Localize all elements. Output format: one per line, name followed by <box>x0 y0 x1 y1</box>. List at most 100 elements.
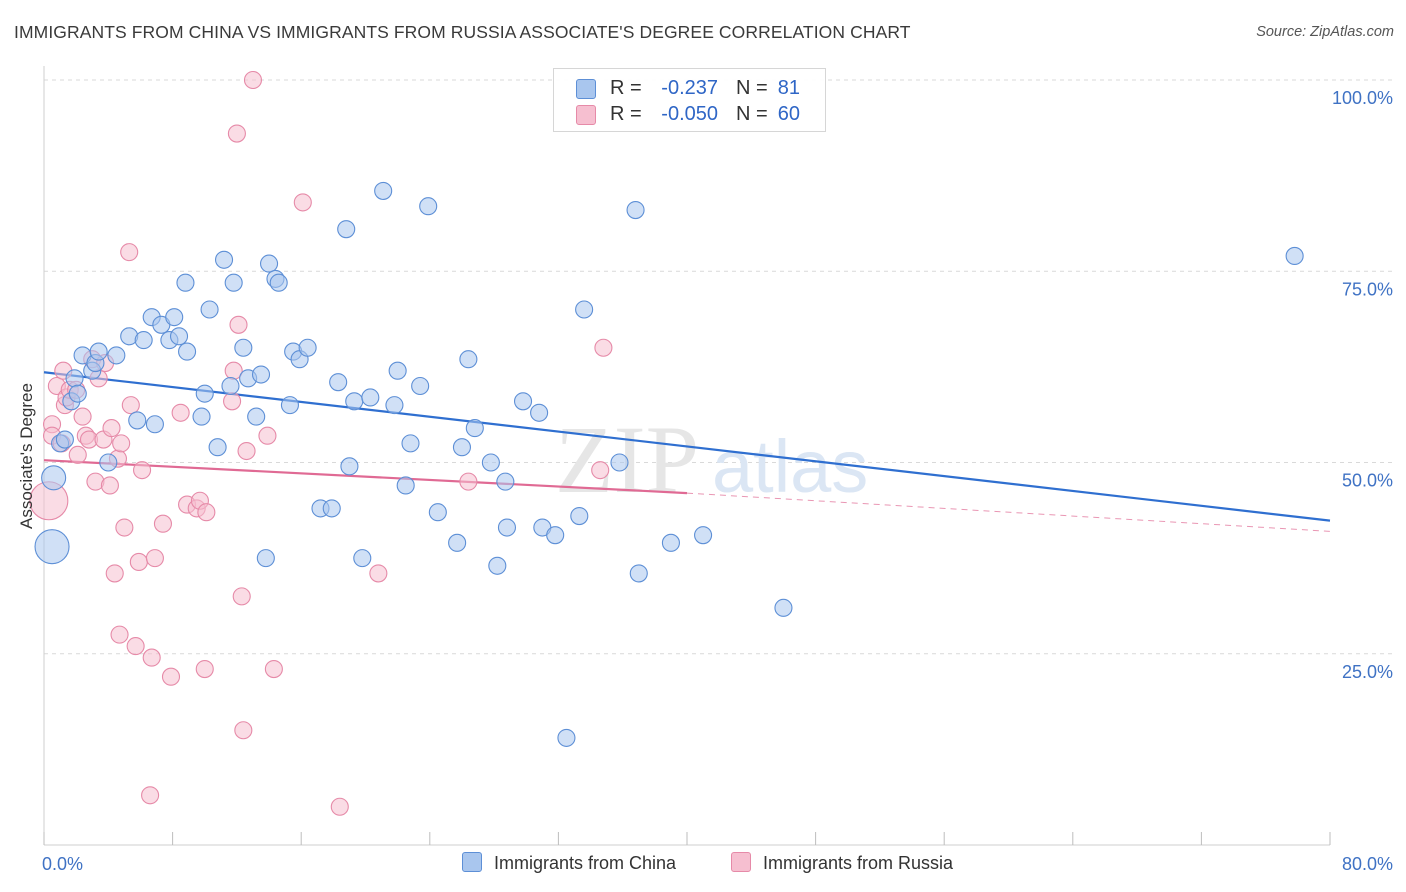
china-point <box>361 388 380 407</box>
china-point <box>694 526 713 545</box>
russia-point <box>293 193 312 212</box>
russia-point <box>459 472 478 491</box>
legend-r-label: R = <box>610 77 642 99</box>
china-point <box>192 407 211 426</box>
china-point <box>259 254 279 273</box>
russia-point <box>161 667 181 686</box>
russia-point <box>594 338 613 357</box>
china-point <box>459 350 478 369</box>
china-point <box>256 549 275 568</box>
china-swatch <box>576 79 596 99</box>
china-point <box>385 396 404 415</box>
russia-point <box>145 549 164 568</box>
legend-r-value: -0.237 <box>661 77 718 99</box>
russia-point <box>102 419 121 438</box>
china-point <box>165 308 184 327</box>
russia-point <box>264 659 283 679</box>
china-point <box>626 201 645 220</box>
china-point <box>1285 246 1304 265</box>
china-point <box>496 472 515 491</box>
china-point <box>280 396 299 415</box>
china-point <box>65 369 84 388</box>
china-point <box>145 415 164 434</box>
china-point <box>353 549 372 568</box>
russia-point <box>110 625 129 644</box>
china-point <box>99 453 118 472</box>
china-point <box>488 556 507 575</box>
russia-legend-swatch <box>731 852 751 872</box>
china-point <box>176 273 195 292</box>
china-point <box>411 376 430 396</box>
watermark-atlas: atlas <box>712 425 868 508</box>
china-point <box>134 331 153 350</box>
chart-source: Source: ZipAtlas.com <box>1256 24 1394 40</box>
china-point <box>234 338 253 357</box>
trendline-russia <box>43 459 688 495</box>
russia-point <box>68 445 87 464</box>
russia-point <box>112 434 131 453</box>
stats-legend: R = -0.237 N = 81 R = -0.050 N = 60 <box>553 68 826 132</box>
china-point <box>251 365 271 384</box>
china-point <box>340 457 359 476</box>
china-point <box>428 503 447 522</box>
russia-point <box>369 564 388 583</box>
china-point <box>128 411 147 430</box>
china-point <box>419 197 438 216</box>
y-tick-label: 50.0% <box>1342 471 1393 491</box>
grid-layer <box>44 79 1392 655</box>
china-point <box>214 250 234 269</box>
russia-swatch <box>576 105 596 125</box>
axes-layer <box>43 66 1331 846</box>
legend-row-russia: R = -0.050 N = 60 <box>554 101 825 129</box>
y-tick-label: 25.0% <box>1342 662 1393 682</box>
china-point <box>89 342 108 361</box>
russia-point <box>120 243 139 262</box>
russia-point <box>227 124 246 143</box>
russia-point <box>195 659 214 679</box>
x-tick-label: 0.0% <box>42 854 83 874</box>
russia-point <box>234 721 253 740</box>
china-point <box>452 438 472 457</box>
china-point <box>396 476 415 495</box>
russia-point <box>237 441 256 461</box>
china-point <box>557 728 576 747</box>
china-point <box>345 392 364 411</box>
x-tick-label: 80.0% <box>1342 854 1393 874</box>
china-point <box>269 273 288 292</box>
china-point <box>629 564 648 583</box>
china-point <box>107 346 126 365</box>
russia-point <box>126 637 145 656</box>
china-point <box>178 342 197 361</box>
chart-title: IMMIGRANTS FROM CHINA VS IMMIGRANTS FROM… <box>14 22 911 42</box>
russia-legend-label: Immigrants from Russia <box>763 853 954 873</box>
china-point <box>55 430 74 449</box>
series-russia-points <box>29 70 613 816</box>
russia-point <box>133 461 152 480</box>
china-point <box>546 526 565 545</box>
china-point <box>661 533 680 552</box>
china-point <box>337 220 356 239</box>
russia-point <box>330 797 349 816</box>
china-point <box>224 273 243 292</box>
y-tick-label: 75.0% <box>1342 279 1393 299</box>
china-point <box>530 403 549 422</box>
series-china-points <box>34 181 1304 747</box>
china-point <box>221 376 240 396</box>
legend-item-russia[interactable]: Immigrants from Russia <box>731 852 953 876</box>
russia-point <box>258 426 277 445</box>
russia-point <box>223 392 242 411</box>
tick-labels: 100.0% 75.0% 50.0% 25.0% 0.0% 80.0% <box>42 88 1393 874</box>
china-point <box>329 373 348 392</box>
legend-item-china[interactable]: Immigrants from China <box>462 852 676 876</box>
russia-point <box>142 648 161 667</box>
china-point <box>570 506 589 526</box>
china-point <box>208 438 227 457</box>
china-point <box>401 434 420 453</box>
russia-point <box>153 514 173 533</box>
russia-point <box>129 552 148 572</box>
legend-n-value: 60 <box>777 103 800 125</box>
russia-point <box>100 476 119 495</box>
watermark: ZIP atlas <box>555 406 868 513</box>
china-point <box>448 533 467 552</box>
